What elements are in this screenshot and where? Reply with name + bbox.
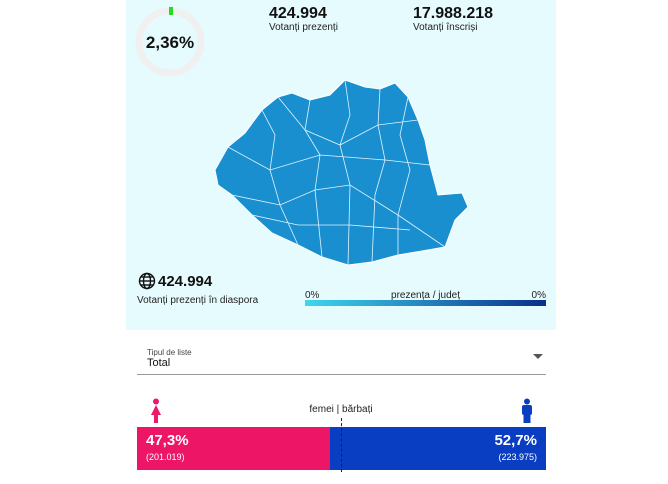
romania-map	[214, 79, 469, 266]
turnout-percent: 2,36%	[145, 33, 195, 52]
female-icon	[151, 398, 161, 423]
women-percent: 47,3%	[146, 432, 189, 449]
diaspora-value: 424.994	[158, 273, 213, 290]
center-line	[341, 418, 342, 472]
list-type-dropdown[interactable]: Tipul de liste Total	[137, 345, 546, 375]
male-icon	[522, 398, 532, 423]
gender-title: femei | bărbați	[309, 404, 373, 415]
dropdown-label: Tipul de liste	[147, 348, 192, 357]
women-count: (201.019)	[146, 452, 185, 462]
legend-max: 0%	[531, 290, 546, 301]
women-bar	[137, 427, 330, 470]
men-count: (223.975)	[498, 452, 537, 462]
registered-value: 17.988.218	[413, 5, 494, 22]
legend-gradient	[305, 300, 546, 306]
turnout-ring	[135, 7, 205, 77]
men-bar	[330, 427, 546, 470]
present-label: Votanți prezenți	[269, 22, 338, 33]
dropdown-arrow	[533, 354, 543, 359]
present-value: 424.994	[269, 5, 327, 22]
legend-title: prezența / județ	[391, 290, 460, 301]
legend-min: 0%	[305, 290, 320, 301]
men-percent: 52,7%	[494, 432, 537, 449]
registered-label: Votanți înscriși	[413, 22, 478, 33]
globe-icon	[138, 272, 156, 290]
ring-progress	[169, 7, 173, 15]
map	[214, 79, 469, 266]
county-borders	[227, 79, 446, 266]
dropdown-value: Total	[147, 357, 171, 369]
diaspora-label: Votanți prezenți în diaspora	[137, 295, 259, 306]
